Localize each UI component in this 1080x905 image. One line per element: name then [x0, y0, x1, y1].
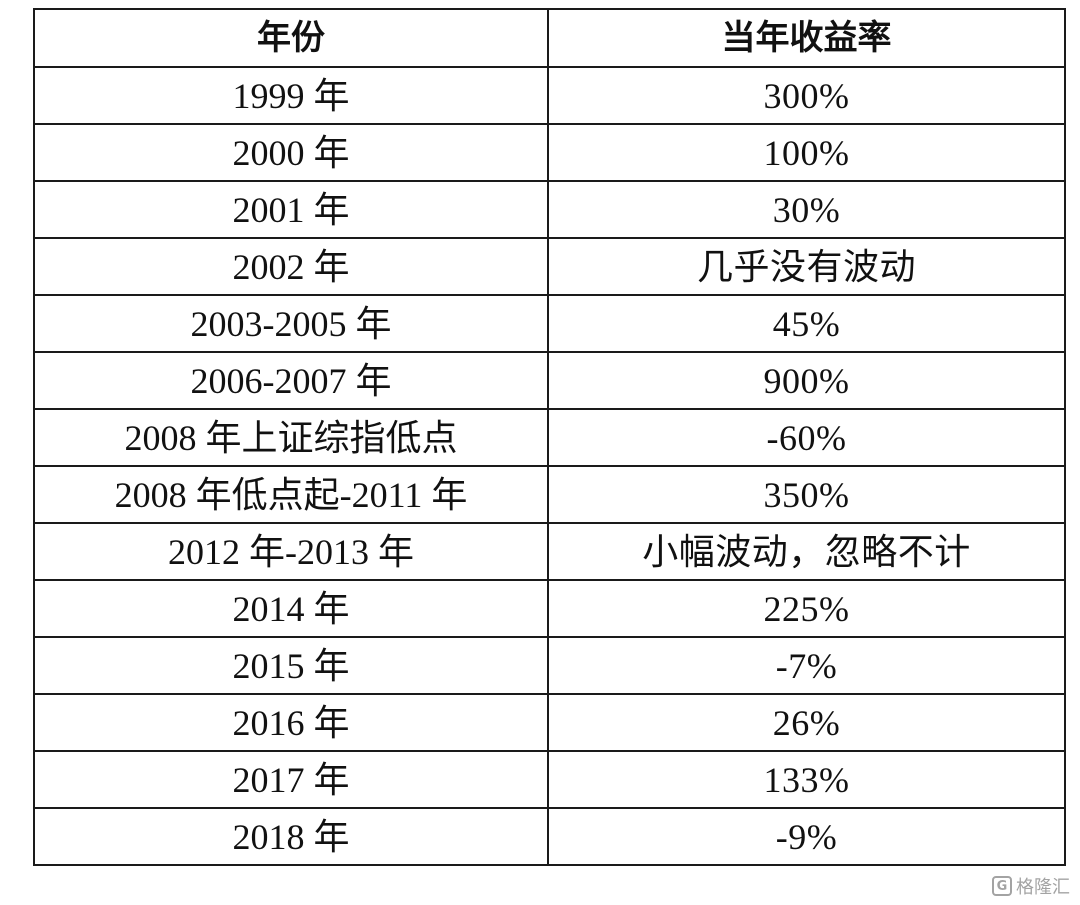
cell-return: 133% [547, 750, 1066, 809]
table-row: 1999 年 300% [33, 66, 1066, 125]
cell-year: 2002 年 [33, 237, 549, 296]
returns-table-container: 年份 当年收益率 1999 年 300% 2000 年 100% 2001 年 … [33, 8, 1066, 866]
cell-year: 2018 年 [33, 807, 549, 866]
cell-year: 2000 年 [33, 123, 549, 182]
watermark-text: 格隆汇 [1016, 877, 1070, 898]
returns-table: 年份 当年收益率 1999 年 300% 2000 年 100% 2001 年 … [33, 8, 1066, 866]
table-row: 2008 年上证综指低点 -60% [33, 408, 1066, 467]
watermark: G 格隆汇 [992, 873, 1070, 899]
table-header-row: 年份 当年收益率 [33, 8, 1066, 68]
table-row: 2000 年 100% [33, 123, 1066, 182]
watermark-logo-icon: G [992, 876, 1012, 896]
table-row: 2015 年 -7% [33, 636, 1066, 695]
table-row: 2017 年 133% [33, 750, 1066, 809]
header-year: 年份 [33, 8, 549, 68]
table-row: 2008 年低点起-2011 年 350% [33, 465, 1066, 524]
cell-return: -7% [547, 636, 1066, 695]
cell-return: 100% [547, 123, 1066, 182]
cell-year: 1999 年 [33, 66, 549, 125]
table-row: 2002 年 几乎没有波动 [33, 237, 1066, 296]
cell-year: 2001 年 [33, 180, 549, 239]
cell-return: 300% [547, 66, 1066, 125]
cell-year: 2008 年低点起-2011 年 [33, 465, 549, 524]
cell-year: 2008 年上证综指低点 [33, 408, 549, 467]
table-row: 2016 年 26% [33, 693, 1066, 752]
cell-year: 2017 年 [33, 750, 549, 809]
cell-return: 45% [547, 294, 1066, 353]
table-row: 2018 年 -9% [33, 807, 1066, 866]
cell-return: 几乎没有波动 [547, 237, 1066, 296]
cell-year: 2003-2005 年 [33, 294, 549, 353]
cell-return: -9% [547, 807, 1066, 866]
cell-return: 30% [547, 180, 1066, 239]
table-row: 2001 年 30% [33, 180, 1066, 239]
table-row: 2014 年 225% [33, 579, 1066, 638]
header-return: 当年收益率 [547, 8, 1066, 68]
table-row: 2003-2005 年 45% [33, 294, 1066, 353]
cell-return: 900% [547, 351, 1066, 410]
cell-year: 2012 年-2013 年 [33, 522, 549, 581]
cell-return: 225% [547, 579, 1066, 638]
cell-return: -60% [547, 408, 1066, 467]
cell-return: 350% [547, 465, 1066, 524]
table-row: 2012 年-2013 年 小幅波动，忽略不计 [33, 522, 1066, 581]
cell-year: 2006-2007 年 [33, 351, 549, 410]
table-row: 2006-2007 年 900% [33, 351, 1066, 410]
cell-return: 小幅波动，忽略不计 [547, 522, 1066, 581]
cell-year: 2016 年 [33, 693, 549, 752]
cell-year: 2015 年 [33, 636, 549, 695]
cell-return: 26% [547, 693, 1066, 752]
cell-year: 2014 年 [33, 579, 549, 638]
